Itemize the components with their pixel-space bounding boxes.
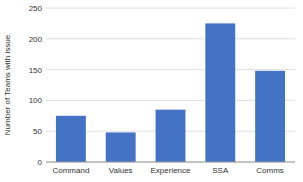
x-tick-label: Command xyxy=(52,166,89,175)
y-axis-label: Number of Teams with issue xyxy=(3,34,12,135)
x-tick-label: SSA xyxy=(212,166,229,175)
y-tick-label: 0 xyxy=(38,158,43,167)
x-tick-label: Experience xyxy=(150,166,191,175)
x-tick-label: Comms xyxy=(256,166,284,175)
chart-container: 0 50 100 150 200 250 Command Values Experience SS… xyxy=(0,0,303,182)
y-tick-label: 200 xyxy=(29,35,43,44)
grid-line xyxy=(46,162,295,163)
bars xyxy=(56,23,285,162)
chart-svg: 0 50 100 150 200 250 Command Values Experience SS… xyxy=(0,0,303,182)
y-tick-label: 50 xyxy=(33,127,42,136)
bar xyxy=(156,110,186,162)
y-tick-label: 100 xyxy=(29,96,43,105)
bar xyxy=(255,71,285,162)
bar xyxy=(205,23,235,162)
grid-line xyxy=(46,69,295,70)
grid-line xyxy=(46,38,295,39)
y-tick-label: 250 xyxy=(29,4,43,13)
x-tick-label: Values xyxy=(109,166,133,175)
x-axis-line xyxy=(46,162,295,163)
grid-line xyxy=(46,8,295,9)
y-grid xyxy=(46,8,295,162)
bar xyxy=(106,132,136,162)
y-tick-label: 150 xyxy=(29,66,43,75)
bar xyxy=(56,116,86,162)
